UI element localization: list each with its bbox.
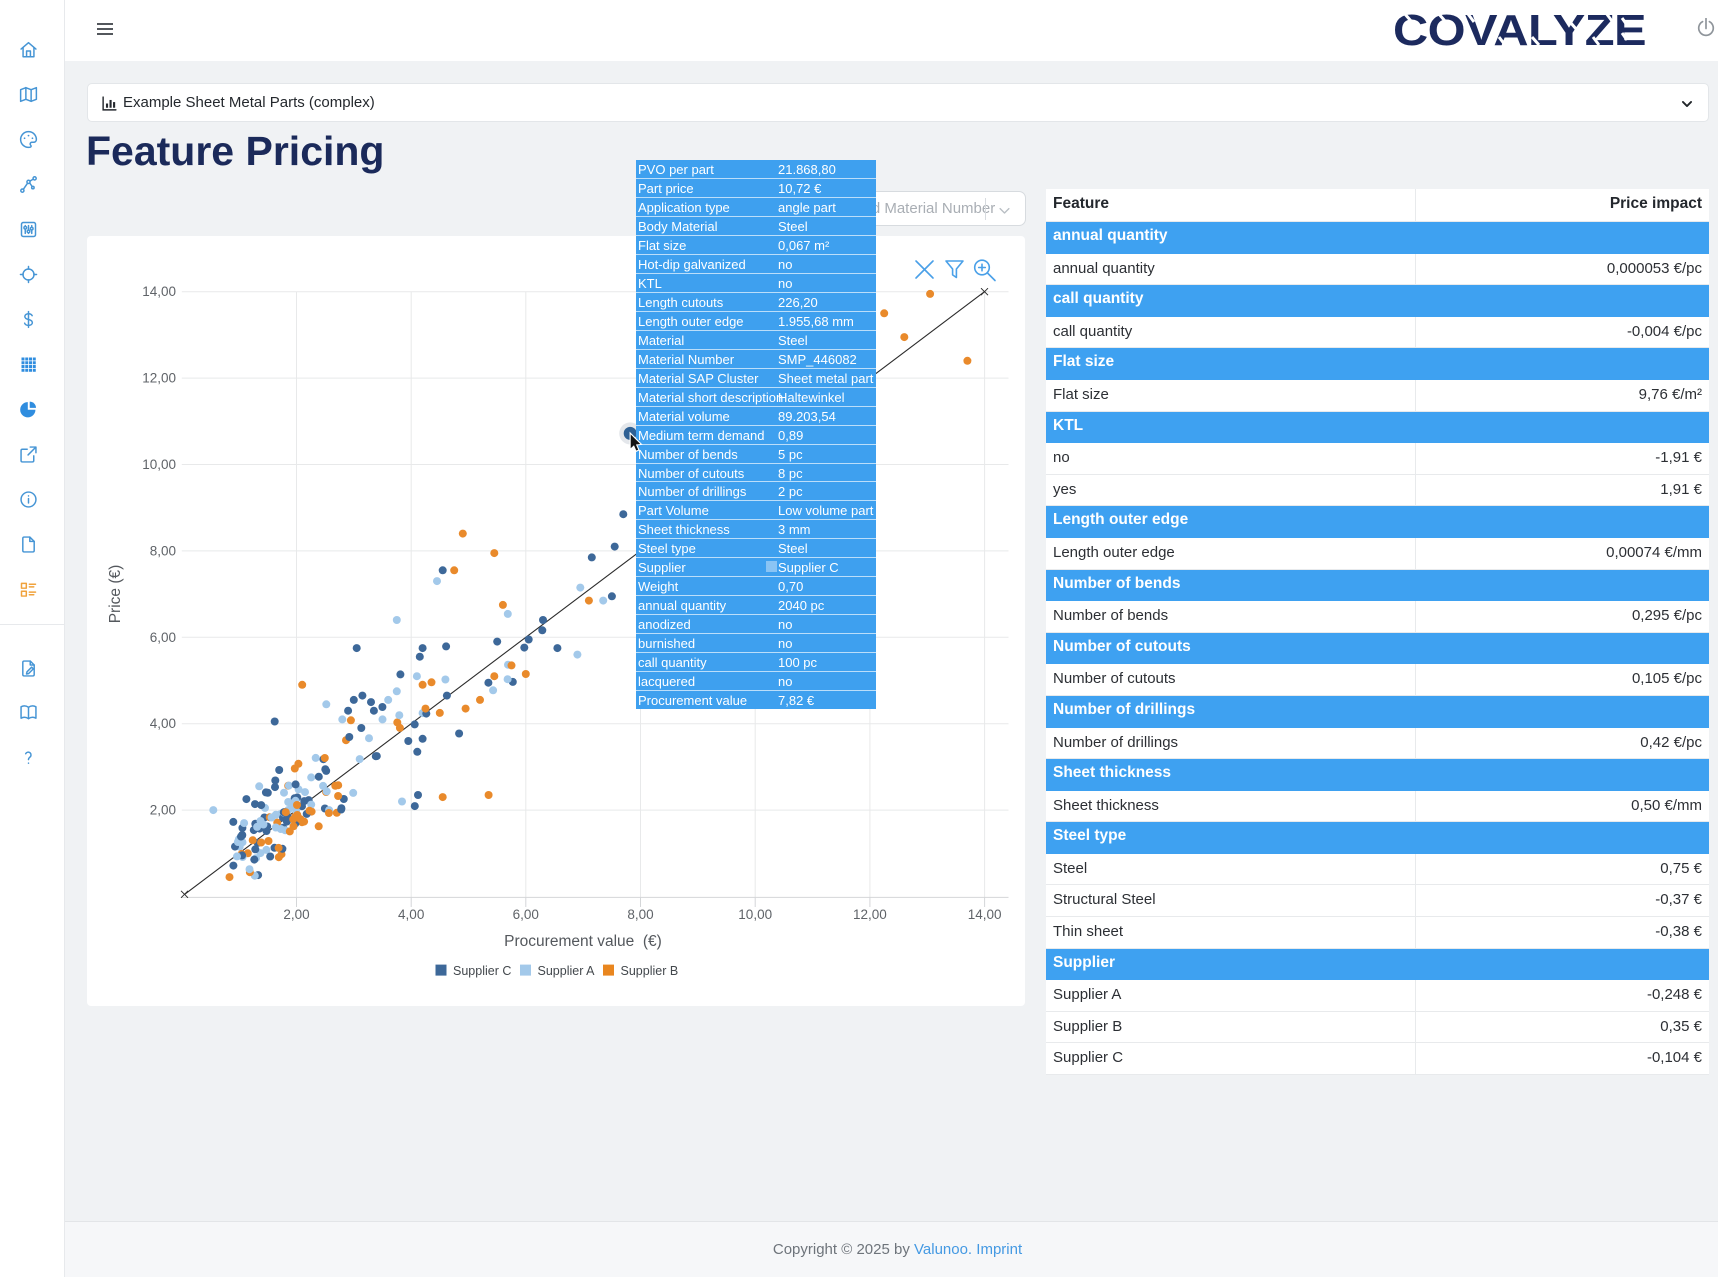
svg-text:2,00: 2,00	[283, 907, 309, 922]
svg-text:10,00: 10,00	[738, 907, 772, 922]
svg-text:12,00: 12,00	[142, 371, 176, 386]
svg-text:6,00: 6,00	[513, 907, 539, 922]
svg-text:COVALYZE: COVALYZE	[1393, 9, 1646, 51]
svg-text:4,00: 4,00	[150, 716, 176, 731]
svg-text:10,00: 10,00	[142, 457, 176, 472]
svg-text:6,00: 6,00	[150, 630, 176, 645]
svg-text:Supplier A: Supplier A	[538, 964, 596, 978]
svg-text:14,00: 14,00	[968, 907, 1002, 922]
svg-text:Supplier C: Supplier C	[453, 964, 511, 978]
svg-text:14,00: 14,00	[142, 284, 176, 299]
svg-text:2,00: 2,00	[150, 803, 176, 818]
svg-text:12,00: 12,00	[853, 907, 887, 922]
svg-text:4,00: 4,00	[398, 907, 424, 922]
svg-text:Procurement value (€): Procurement value (€)	[504, 933, 662, 950]
svg-text:8,00: 8,00	[150, 543, 176, 558]
svg-text:Price (€): Price (€)	[107, 565, 124, 624]
svg-text:8,00: 8,00	[627, 907, 653, 922]
svg-text:Supplier B: Supplier B	[621, 964, 679, 978]
